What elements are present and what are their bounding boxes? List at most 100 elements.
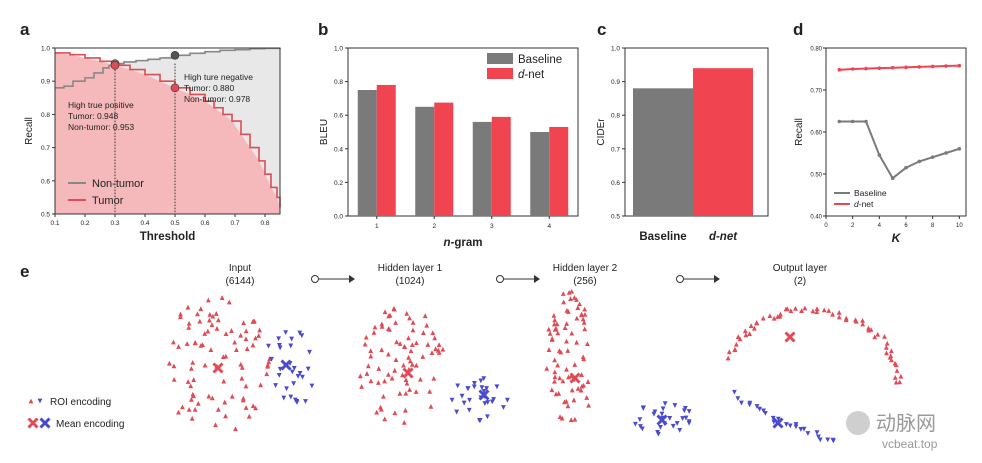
roi-red-marker xyxy=(427,388,433,394)
panel-label-d: d xyxy=(793,20,804,39)
roi-red-marker xyxy=(186,325,192,330)
roi-red-marker xyxy=(382,378,387,384)
roi-red-marker xyxy=(364,371,370,376)
roi-red-marker xyxy=(376,366,382,371)
roi-red-marker xyxy=(559,415,565,421)
roi-red-marker xyxy=(581,382,587,388)
roi-blue-marker xyxy=(276,372,282,378)
x-axis-label: n-gram xyxy=(444,237,483,249)
roi-red-marker xyxy=(189,396,194,402)
x-axis-label: K xyxy=(892,231,902,245)
roi-red-marker xyxy=(256,333,262,338)
roi-red-marker xyxy=(253,335,258,341)
y-tick-label: 0.8 xyxy=(41,112,50,119)
roi-red-marker xyxy=(810,308,816,314)
roi-blue-marker xyxy=(732,389,737,395)
roi-red-marker xyxy=(386,313,392,319)
arrow-origin-circle xyxy=(311,275,319,283)
roi-red-marker xyxy=(561,299,567,305)
roi-red-marker xyxy=(580,316,586,322)
baseline-point xyxy=(890,176,895,180)
roi-blue-marker xyxy=(288,343,294,349)
roi-red-marker xyxy=(397,341,403,346)
roi-red-marker xyxy=(368,348,374,354)
y-axis-label: Recall xyxy=(794,118,805,146)
roi-red-marker xyxy=(751,325,757,331)
annotation-positive-line: High true positive xyxy=(68,100,134,110)
roi-red-marker xyxy=(208,347,214,353)
roi-blue-marker xyxy=(295,373,301,379)
roi-blue-marker xyxy=(297,330,303,336)
roi-red-marker xyxy=(258,382,264,388)
roi-blue-marker xyxy=(739,400,744,406)
roi-red-marker xyxy=(557,414,563,420)
roi-blue-marker xyxy=(660,406,666,412)
roi-red-marker xyxy=(882,333,887,339)
y-tick-label: 0.80 xyxy=(810,47,822,53)
roi-red-marker xyxy=(754,320,760,326)
roi-red-marker xyxy=(557,375,563,381)
roi-red-marker xyxy=(414,340,419,346)
roi-red-marker xyxy=(209,322,215,328)
dnet-point xyxy=(864,66,868,71)
roi-red-marker xyxy=(243,336,249,342)
dnet-point xyxy=(850,67,855,71)
x-tick-label: 2 xyxy=(851,223,855,229)
roi-red-marker xyxy=(889,357,894,363)
y-tick-label: 0.9 xyxy=(611,79,620,86)
roi-red-marker xyxy=(554,321,560,327)
roi-red-marker xyxy=(166,360,172,366)
chart-b-bleu: 0.0 0.2 0.4 0.6 0.8 1.0 1 2 3 4 Baseline d-net n-gra… xyxy=(319,46,579,249)
y-tick-label: 0.6 xyxy=(41,178,50,185)
roi-blue-marker xyxy=(637,417,643,423)
roi-red-marker xyxy=(233,426,238,432)
y-axis-label: BLEU xyxy=(319,119,330,145)
roi-red-marker xyxy=(566,289,572,295)
roi-red-marker xyxy=(404,310,410,316)
roi-red-marker xyxy=(382,309,388,315)
baseline-point xyxy=(930,155,935,159)
roi-red-marker xyxy=(402,407,408,413)
roi-red-marker xyxy=(565,348,571,353)
roi-blue-marker xyxy=(489,399,495,405)
x-tick-label: 0.1 xyxy=(50,220,59,227)
roi-red-marker xyxy=(575,385,581,391)
roi-red-marker xyxy=(188,366,194,371)
x-tick-label: 8 xyxy=(931,223,935,229)
roi-blue-marker xyxy=(814,430,820,436)
chart-d-recall-k: 0.40 0.50 0.60 0.70 0.80 0 2 4 6 8 10 Baselined-net… xyxy=(794,47,967,245)
roi-red-marker xyxy=(413,362,419,368)
x-tick-label: 10 xyxy=(956,223,963,229)
roi-red-marker xyxy=(883,344,889,350)
x-tick-label: 0.8 xyxy=(260,220,269,227)
roi-red-marker xyxy=(191,393,196,399)
roi-red-marker xyxy=(546,326,552,332)
roi-red-marker xyxy=(433,346,439,352)
legend-label-baseline: Baseline xyxy=(854,188,887,198)
roi-red-marker xyxy=(404,380,410,386)
roi-red-marker xyxy=(440,346,446,352)
roi-red-marker xyxy=(229,328,234,333)
x-axis-label: Threshold xyxy=(140,231,196,243)
roi-red-marker xyxy=(385,371,391,377)
roi-red-marker xyxy=(575,305,581,311)
roi-blue-marker xyxy=(655,429,660,435)
roi-blue-marker xyxy=(289,369,295,375)
roi-red-marker xyxy=(359,384,365,389)
y-tick-label: 0.8 xyxy=(611,113,620,120)
threshold-marker xyxy=(110,60,120,70)
roi-red-marker xyxy=(223,331,229,336)
roi-red-marker xyxy=(733,341,739,347)
roi-red-marker xyxy=(195,400,201,406)
layer-title: Input xyxy=(229,263,251,274)
roi-red-marker xyxy=(424,322,430,328)
roi-blue-marker xyxy=(680,416,685,421)
roi-red-marker xyxy=(176,344,181,349)
mean-red-marker xyxy=(212,362,224,374)
y-tick-label: 0.60 xyxy=(810,131,822,137)
roi-blue-marker xyxy=(273,383,278,388)
x-axis-label-n: n xyxy=(444,237,451,249)
baseline-point xyxy=(904,165,908,170)
roi-red-marker xyxy=(205,297,211,303)
roi-red-marker xyxy=(178,314,183,320)
